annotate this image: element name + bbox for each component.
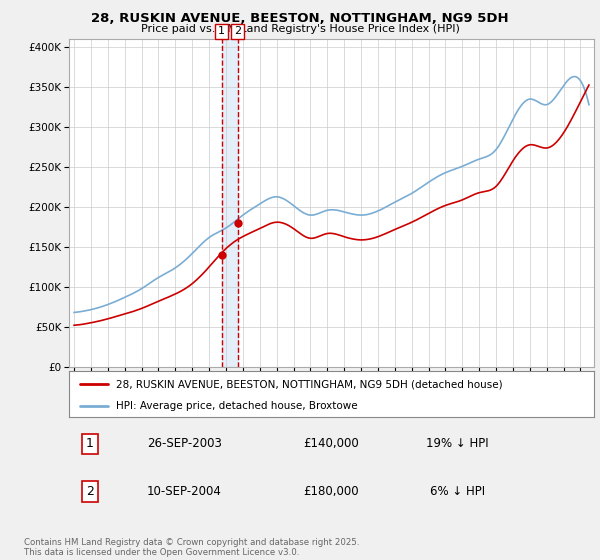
- Text: £140,000: £140,000: [304, 437, 359, 450]
- Text: 1: 1: [218, 26, 225, 36]
- Text: 2: 2: [234, 26, 241, 36]
- Text: 6% ↓ HPI: 6% ↓ HPI: [430, 485, 485, 498]
- Text: Price paid vs. HM Land Registry's House Price Index (HPI): Price paid vs. HM Land Registry's House …: [140, 24, 460, 34]
- Text: 2: 2: [86, 485, 94, 498]
- Text: 28, RUSKIN AVENUE, BEESTON, NOTTINGHAM, NG9 5DH (detached house): 28, RUSKIN AVENUE, BEESTON, NOTTINGHAM, …: [116, 379, 503, 389]
- Text: 28, RUSKIN AVENUE, BEESTON, NOTTINGHAM, NG9 5DH: 28, RUSKIN AVENUE, BEESTON, NOTTINGHAM, …: [91, 12, 509, 25]
- Text: 19% ↓ HPI: 19% ↓ HPI: [426, 437, 489, 450]
- Text: 10-SEP-2004: 10-SEP-2004: [147, 485, 222, 498]
- Text: 1: 1: [86, 437, 94, 450]
- Text: £180,000: £180,000: [304, 485, 359, 498]
- Text: Contains HM Land Registry data © Crown copyright and database right 2025.
This d: Contains HM Land Registry data © Crown c…: [24, 538, 359, 557]
- Text: 26-SEP-2003: 26-SEP-2003: [147, 437, 222, 450]
- Text: HPI: Average price, detached house, Broxtowe: HPI: Average price, detached house, Brox…: [116, 401, 358, 410]
- Bar: [221, 39, 238, 367]
